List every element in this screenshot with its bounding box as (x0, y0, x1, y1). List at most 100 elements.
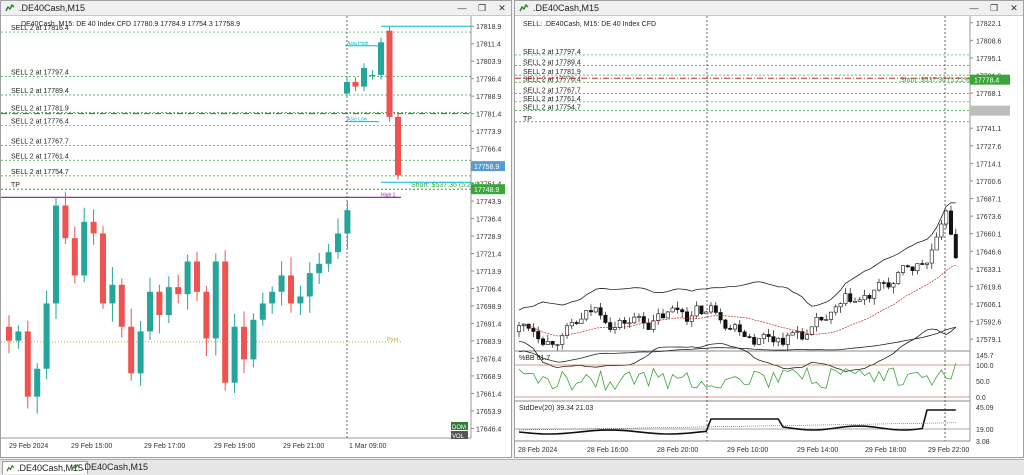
candle-body (516, 325, 522, 332)
candle-body (231, 326, 238, 383)
candle-body (622, 320, 627, 324)
price-tick-label: 17592.6 (976, 320, 1001, 327)
candle-body (137, 331, 144, 374)
sell-order-label: SELL 2 at 17797.4 (523, 49, 581, 56)
candle-body (24, 331, 31, 397)
window-titlebar[interactable]: .DE40Cash,M15 — ❐ ✕ (515, 1, 1023, 16)
tab-label: .DE40Cash,M15 (17, 463, 84, 473)
short-pnl-label: Short: $537.36 (5.21%) (900, 77, 972, 84)
price-tick-label: 17606.1 (976, 302, 1001, 309)
close-icon[interactable]: ✕ (1010, 3, 1018, 13)
time-tick-label: 29 Feb 21:00 (283, 443, 324, 450)
minimize-icon[interactable]: — (457, 3, 467, 13)
indicator-tick-label: 100.0 (976, 363, 994, 370)
candle-body (867, 295, 872, 299)
price-chart-right[interactable]: 17822.117808.617795.117781.617768.117754… (515, 16, 1023, 458)
candle-body (665, 311, 670, 319)
candle-body (685, 311, 690, 322)
window-titlebar[interactable]: .DE40Cash,M15 — ❐ ✕ (1, 1, 511, 16)
candle-body (896, 272, 901, 284)
percent-bb-line (518, 363, 957, 392)
candle-body (259, 303, 266, 320)
candle-body (670, 307, 675, 313)
candle-body (574, 322, 579, 324)
candle-body (71, 238, 78, 276)
price-tick-label: 17673.6 (976, 214, 1001, 221)
candle-body (680, 309, 685, 313)
candle-body (81, 221, 88, 276)
asia-low-label: Asia Low (347, 117, 368, 123)
dom-badge (451, 422, 468, 430)
candle-body (288, 275, 294, 304)
vol-badge-label: VOL (452, 434, 465, 440)
tp-label: TP (523, 116, 532, 123)
time-tick-label: 29 Feb 2024 (9, 443, 48, 450)
candle-body (800, 331, 805, 340)
candle-body (306, 273, 313, 297)
candle-body (344, 81, 350, 94)
candle-body (780, 337, 785, 345)
minimize-icon[interactable]: — (969, 3, 979, 13)
sell-order-label: SELL 2 at 17754.7 (11, 169, 69, 176)
indicator-tick-label: 50.0 (976, 379, 990, 386)
candle-body (872, 289, 877, 299)
candle-body (222, 261, 229, 383)
indicator-tick-label: 0.0 (976, 395, 986, 402)
chart-tab-2[interactable]: .DE40Cash,M15 (68, 461, 152, 474)
tp-price-label: 17748.9 (474, 187, 499, 194)
candle-body (675, 307, 680, 310)
candle-body (53, 205, 59, 304)
candle-body (819, 316, 824, 321)
candle-body (709, 305, 714, 313)
chart-tab-1[interactable]: .DE40Cash,M15 (2, 461, 89, 474)
price-tick-label: 17668.9 (476, 374, 501, 381)
stddev-line (518, 409, 956, 435)
indicator-tick-label: 145.7 (976, 353, 994, 360)
candle-body (881, 282, 886, 284)
restore-icon[interactable]: ❐ (477, 3, 487, 13)
short-pnl-label: Short: $537.36 (5.21%) (411, 182, 483, 189)
restore-icon[interactable]: ❐ (989, 3, 999, 13)
price-tick-label: 17646.4 (476, 426, 501, 433)
current-price-label: 17778.4 (974, 78, 999, 85)
price-tick-label: 17660.1 (976, 232, 1001, 239)
time-tick-label: 28 Feb 16:00 (587, 447, 628, 454)
price-tick-label: 17721.4 (476, 252, 501, 259)
candle-body (944, 210, 949, 225)
candle-body (34, 368, 41, 397)
close-icon[interactable]: ✕ (498, 3, 506, 13)
indicator-tick-label: 45.09 (976, 405, 994, 412)
time-tick-label: 1 Mar 09:00 (349, 443, 386, 450)
candle-body (785, 334, 790, 345)
candle-body (184, 261, 191, 295)
high1-label: High 1 (381, 192, 396, 198)
stddev-signal-line (518, 422, 956, 431)
sell-order-label: SELL 2 at 17789.4 (523, 59, 581, 66)
chart-window-left[interactable]: .DE40Cash,M15 — ❐ ✕ 17818.9 17811.4 17803.… (0, 0, 512, 458)
candle-body (790, 332, 795, 336)
price-tick-label: 17676.4 (476, 356, 501, 363)
current-price-label: 17758.9 (474, 164, 499, 171)
candle-body (584, 310, 589, 320)
candle-body (876, 282, 881, 291)
price-tick-label: 17727.6 (976, 144, 1001, 151)
price-chart-left[interactable]: 17818.9 17811.4 17803.9 17796.4 17788.9 17781… (1, 16, 511, 458)
candle-body (694, 305, 699, 317)
candle-body (771, 336, 776, 343)
candle-body (395, 116, 401, 176)
sell-order-label: SELL 2 at 17797.4 (11, 69, 69, 76)
candle-body (241, 326, 247, 360)
price-tick-label: 17687.1 (976, 197, 1001, 204)
sell-order-label: SELL 2 at 17767.7 (11, 139, 69, 146)
chart-window-right[interactable]: .DE40Cash,M15 — ❐ ✕ 17822.1 17808.6 17795.… (514, 0, 1024, 458)
candle-body (733, 324, 738, 330)
candle-body (165, 287, 172, 316)
price-tick-label: 17796.4 (476, 77, 501, 84)
time-tick-label: 29 Feb 22:00 (928, 447, 969, 454)
current-price-tag (970, 74, 1010, 85)
candle-body (564, 325, 569, 336)
price-tick-label: 17803.9 (476, 59, 501, 66)
candle-body (278, 275, 285, 292)
candle-body (325, 252, 332, 264)
sell-order-label: SELL 2 at 17781.9 (523, 69, 581, 76)
